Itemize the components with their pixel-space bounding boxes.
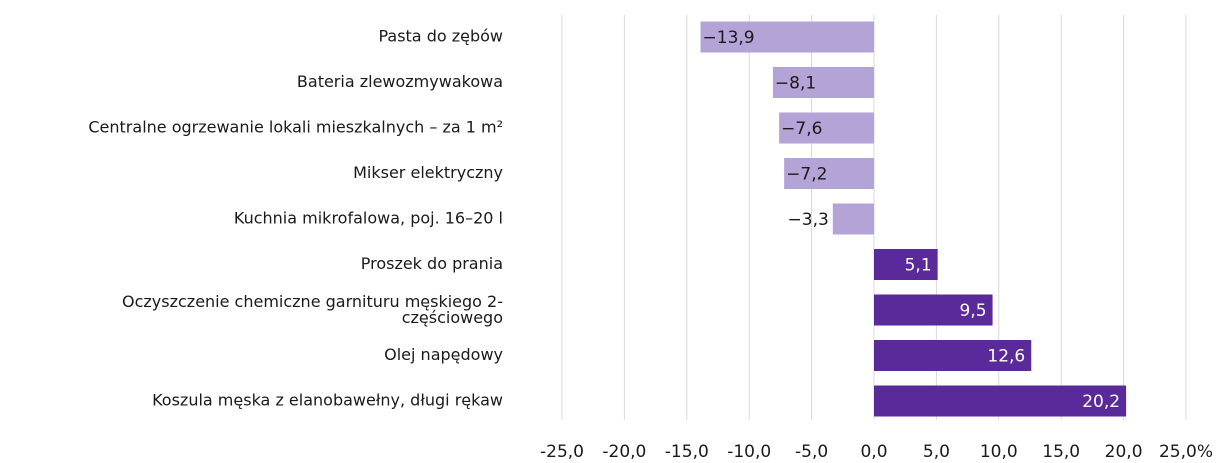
value-label: 20,2	[1082, 392, 1120, 412]
x-tick-label: -5,0	[795, 442, 828, 462]
x-tick-label: -20,0	[602, 442, 646, 462]
category-label: Olej napędowy	[384, 345, 503, 364]
value-label: −8,1	[775, 74, 816, 94]
x-tick-label: 0,0	[860, 442, 887, 462]
x-tick-label: 25,0%	[1159, 442, 1213, 462]
bar	[779, 112, 874, 144]
x-tick-label: -10,0	[727, 442, 771, 462]
x-tick-label: -25,0	[540, 442, 584, 462]
bar	[874, 385, 1127, 417]
category-label: Pasta do zębów	[378, 27, 503, 46]
category-label: Bateria zlewozmywakowa	[297, 72, 503, 91]
value-label: 12,6	[987, 347, 1025, 367]
bar	[874, 340, 1032, 371]
value-label: 9,5	[960, 301, 987, 321]
value-label: 5,1	[905, 256, 932, 276]
value-label: −13,9	[703, 28, 755, 48]
x-tick-label: -15,0	[665, 442, 709, 462]
x-tick-label: 10,0	[980, 442, 1018, 462]
value-label: −7,2	[786, 165, 827, 185]
bar	[772, 67, 874, 98]
bar	[874, 294, 993, 326]
bar	[700, 21, 874, 53]
value-label: −7,6	[781, 119, 822, 139]
bar	[832, 203, 874, 235]
x-tick-label: 15,0	[1042, 442, 1080, 462]
category-label: Oczyszczenie chemiczne garnituru męskieg…	[122, 292, 503, 327]
x-tick-label: 5,0	[923, 442, 950, 462]
category-label: Proszek do prania	[361, 254, 503, 273]
x-tick-label: 20,0	[1105, 442, 1143, 462]
bar	[784, 158, 874, 189]
category-label: Centralne ogrzewanie lokali mieszkalnych…	[88, 118, 503, 137]
value-label: −3,3	[788, 210, 829, 230]
category-label: Mikser elektryczny	[353, 163, 503, 182]
category-label: Koszula męska z elanobawełny, długi ręka…	[152, 391, 503, 410]
bar	[874, 249, 938, 280]
category-label: Kuchnia mikrofalowa, poj. 16–20 l	[234, 209, 503, 228]
